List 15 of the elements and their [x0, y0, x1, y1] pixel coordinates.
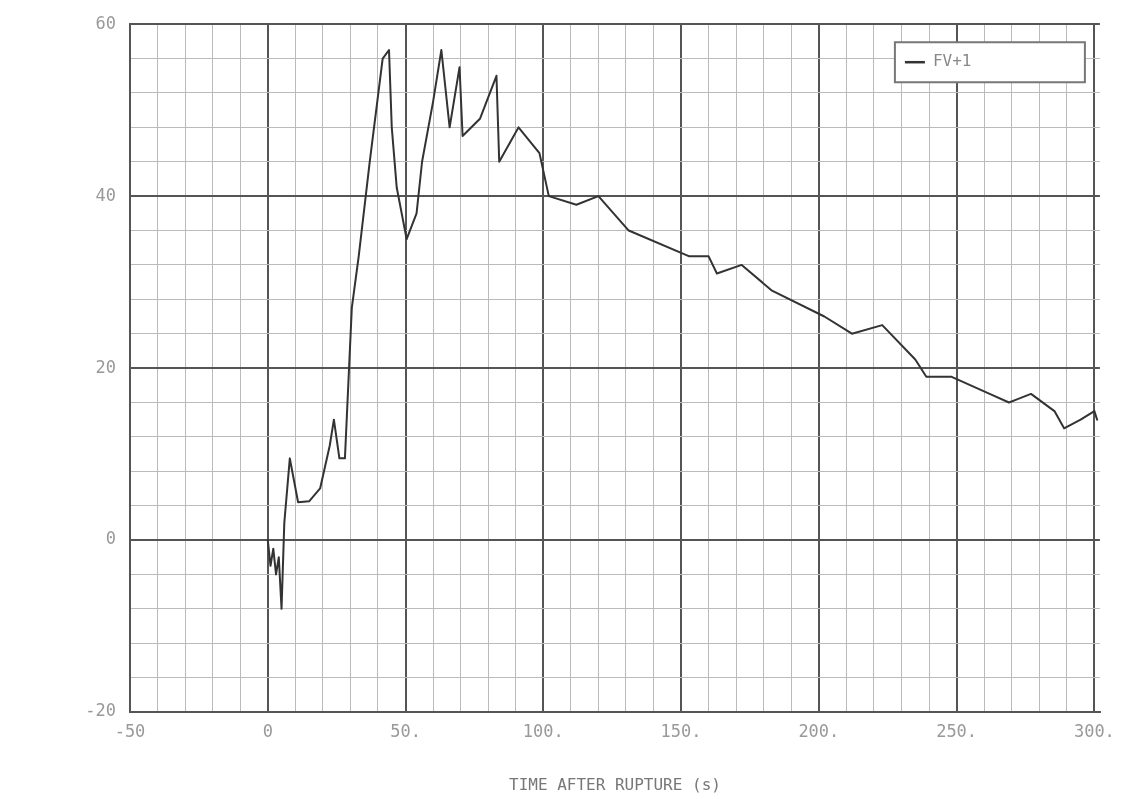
x-tick-label: 50. — [390, 720, 421, 741]
y-tick-label: 60 — [95, 12, 116, 33]
x-tick-label: 150. — [660, 720, 702, 741]
x-axis-title: TIME AFTER RUPTURE (s) — [508, 774, 721, 794]
x-tick-label: -50 — [114, 720, 146, 741]
y-tick-label: 20 — [95, 356, 116, 377]
y-tick-label: 40 — [95, 184, 116, 205]
x-tick-label: 0 — [262, 720, 273, 741]
x-tick-label: 200. — [798, 720, 840, 741]
x-tick-label: 300. — [1073, 720, 1115, 741]
y-tick-label: -20 — [85, 700, 116, 721]
y-tick-label: 0 — [105, 528, 116, 549]
x-tick-label: 250. — [936, 720, 978, 741]
x-tick-label: 100. — [522, 720, 564, 741]
legend-label: FV+1 — [932, 51, 972, 71]
